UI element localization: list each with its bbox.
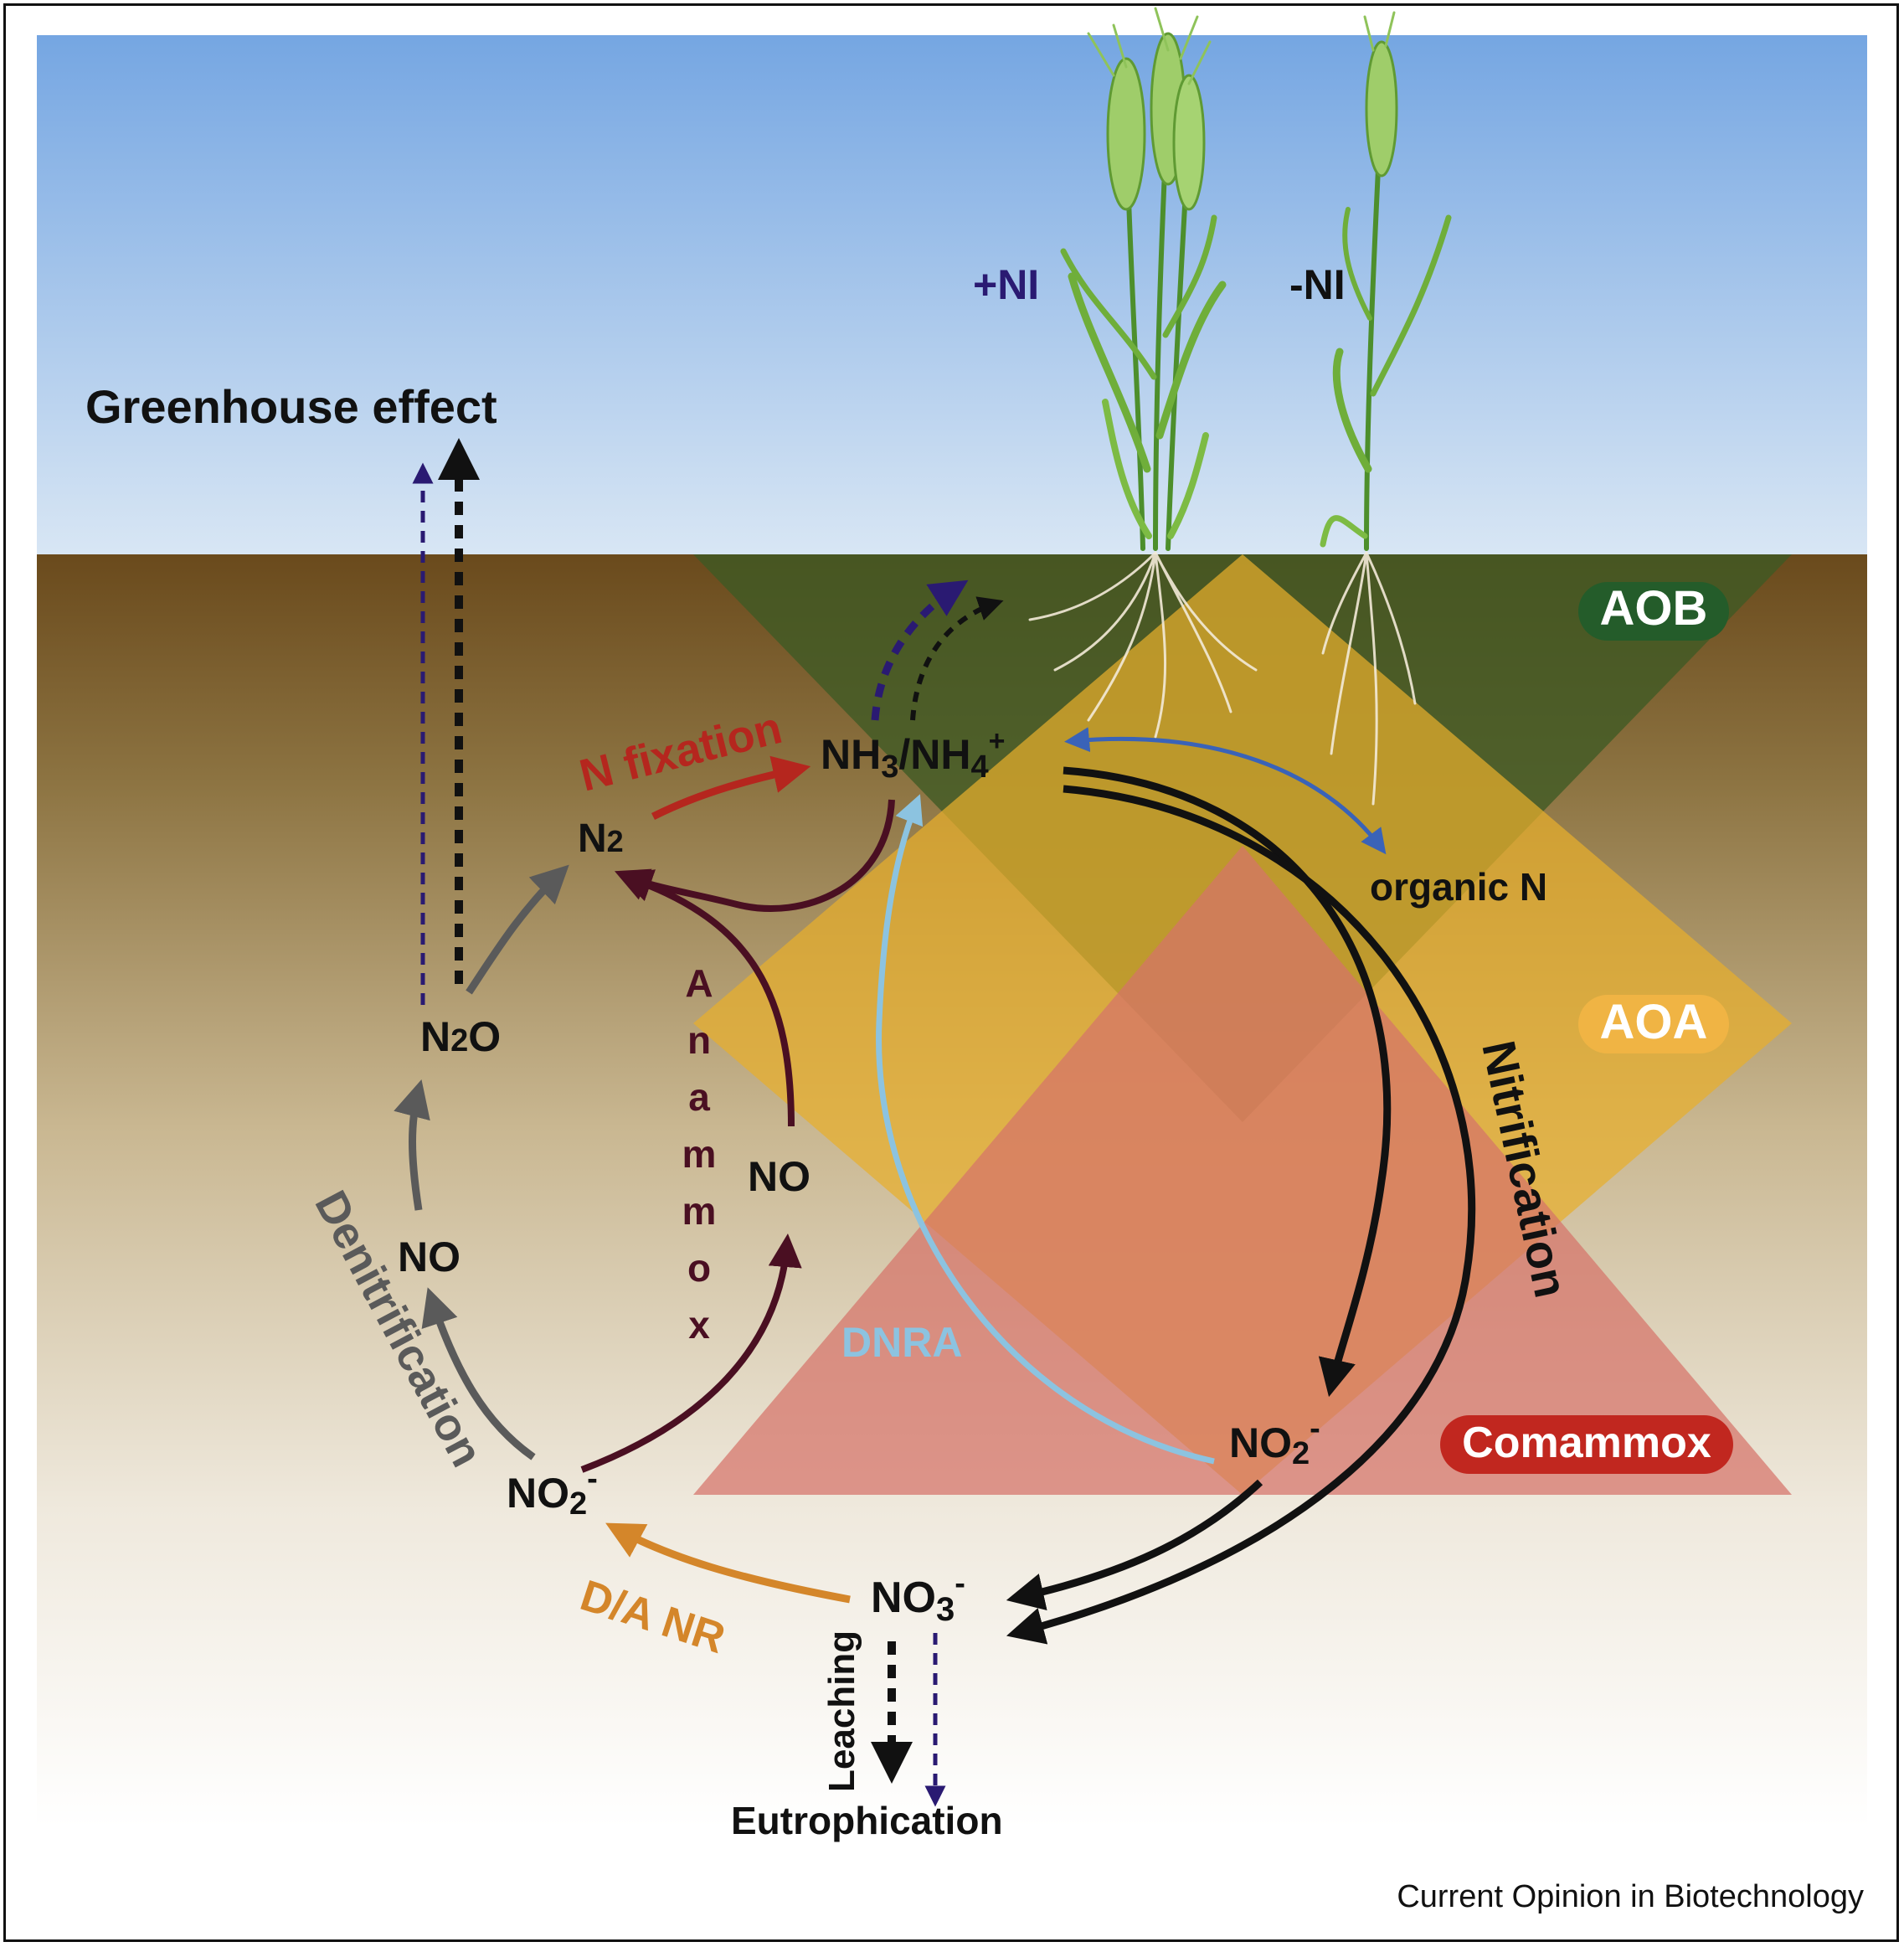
- plant-without-inhibitor: [1320, 11, 1452, 806]
- svg-text:m: m: [682, 1189, 717, 1233]
- n2-label: N2: [578, 816, 624, 861]
- denit-arrow-n2o-to-n2: [466, 864, 569, 995]
- denit-arrow-no2-to-no: [421, 1287, 536, 1460]
- comammox-zone: [693, 846, 1792, 1495]
- aoa-badge: [1578, 995, 1729, 1053]
- n2o-label: N2O: [420, 1013, 501, 1060]
- minus-ni-label: -NI: [1289, 261, 1346, 308]
- organic-n-label: organic N: [1370, 865, 1547, 909]
- anammox-label: A n a m m o x: [682, 961, 717, 1347]
- no3-label: NO3-: [871, 1566, 965, 1628]
- eutrophication-label: Eutrophication: [731, 1799, 1003, 1842]
- danr-arrow: [605, 1522, 851, 1604]
- svg-text:x: x: [688, 1303, 710, 1347]
- nitrification-arrow-no2-to-no3: [1006, 1479, 1263, 1611]
- anammox-arrow-no2-to-no: [580, 1234, 802, 1473]
- sky: [37, 35, 1867, 554]
- aoa-label: AOA: [1600, 995, 1708, 1049]
- anammox-arrow-no-to-n2: [618, 869, 795, 1127]
- plus-ni-label: +NI: [973, 261, 1039, 308]
- no2-right-label: NO2-: [1229, 1411, 1320, 1471]
- no-anammox-label: NO: [748, 1153, 810, 1200]
- svg-text:m: m: [682, 1132, 717, 1176]
- aob-label: AOB: [1600, 581, 1708, 636]
- denit-arrow-no-to-n2o: [394, 1079, 430, 1211]
- greenhouse-effect-label: Greenhouse effect: [85, 380, 497, 433]
- organic-n-exchange-arrow: [1064, 727, 1387, 855]
- plant-with-inhibitor: [1028, 7, 1258, 739]
- comammox-badge: [1440, 1415, 1733, 1474]
- no-denitrification-label: NO: [398, 1234, 461, 1280]
- dnra-label: DNRA: [841, 1319, 962, 1366]
- nh3-nh4-label: NH3/NH4+: [821, 725, 1005, 785]
- svg-text:A: A: [685, 961, 713, 1005]
- nitrification-arrow-nh4-to-no3: [1006, 785, 1476, 1645]
- dnra-arrow: [876, 794, 1215, 1465]
- nh3-volatilization-arrow-ni: [871, 579, 969, 721]
- svg-text:n: n: [687, 1018, 711, 1062]
- svg-text:a: a: [688, 1075, 710, 1119]
- svg-text:o: o: [687, 1246, 711, 1290]
- comammox-label: Comammox: [1462, 1419, 1711, 1467]
- nh3-volatilization-arrow: [910, 596, 1004, 721]
- journal-credit: Current Opinion in Biotechnology: [1397, 1879, 1864, 1914]
- n-fixation-arrow: [651, 755, 811, 821]
- aob-badge: [1578, 582, 1729, 641]
- nitrification-arrow-nh4-to-no2: [1063, 766, 1392, 1398]
- leaching-label: Leaching: [821, 1630, 862, 1792]
- no2-left-label: NO2-: [507, 1461, 598, 1522]
